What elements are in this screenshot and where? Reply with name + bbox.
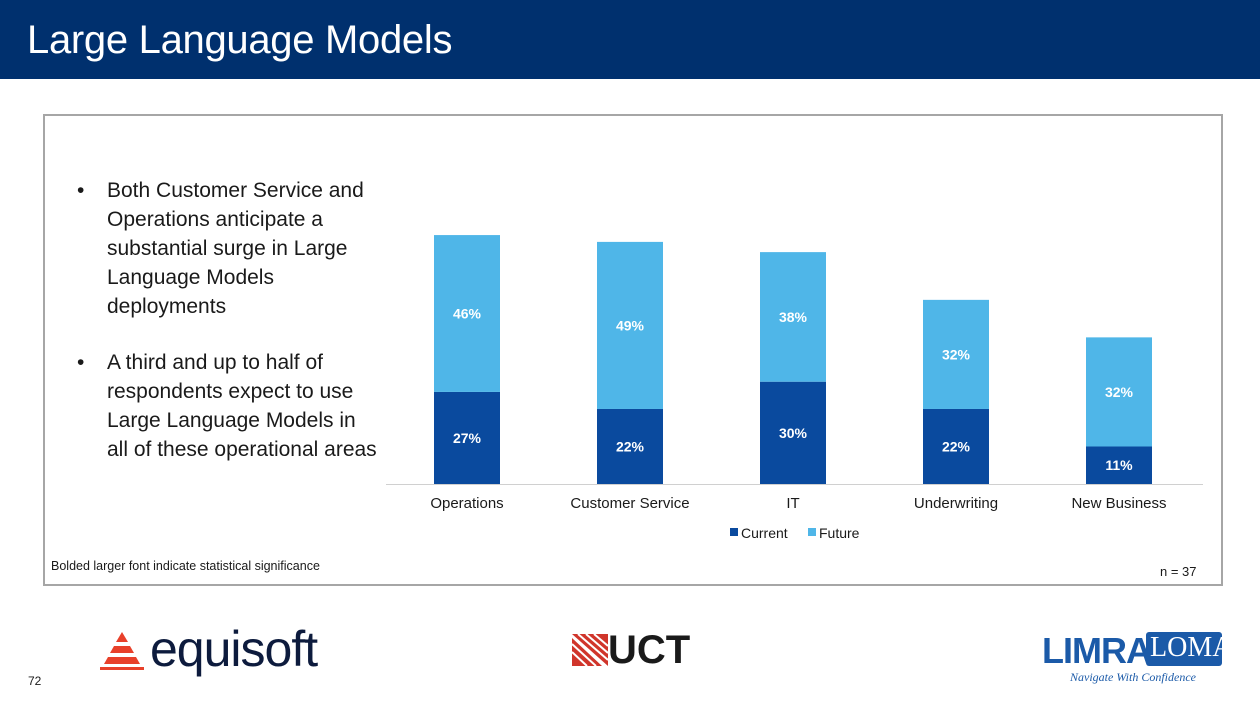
equisoft-logo: equisoft: [100, 621, 340, 682]
bullet-dot-icon: •: [77, 179, 85, 202]
uct-logo: UCT: [572, 628, 702, 672]
slide-title: Large Language Models: [27, 18, 453, 62]
uct-wordmark: UCT: [608, 628, 691, 672]
loma-badge: [1146, 632, 1222, 666]
loma-wordmark: LOMA: [1150, 632, 1233, 663]
limra-wordmark: LIMRA: [1042, 630, 1152, 671]
footnote: Bolded larger font indicate statistical …: [51, 559, 320, 573]
page-number: 72: [28, 674, 42, 688]
limra-loma-logo: LIMRA LOMA Navigate With Confidence: [1042, 630, 1232, 690]
limra-tagline: Navigate With Confidence: [1070, 670, 1196, 684]
equisoft-mark-icon: [100, 632, 144, 670]
bullet-text: A third and up to half of respondents ex…: [107, 351, 377, 461]
bullet-text: Both Customer Service and Operations ant…: [107, 179, 364, 318]
sample-size: n = 37: [1160, 564, 1197, 579]
slide-header: Large Language Models: [0, 0, 1260, 79]
bullet-item: • A third and up to half of respondents …: [62, 348, 382, 464]
equisoft-wordmark: equisoft: [150, 621, 318, 677]
bullet-list: • Both Customer Service and Operations a…: [62, 176, 382, 491]
uct-mark-icon: [572, 634, 608, 666]
bullet-dot-icon: •: [77, 351, 85, 374]
bullet-item: • Both Customer Service and Operations a…: [62, 176, 382, 321]
